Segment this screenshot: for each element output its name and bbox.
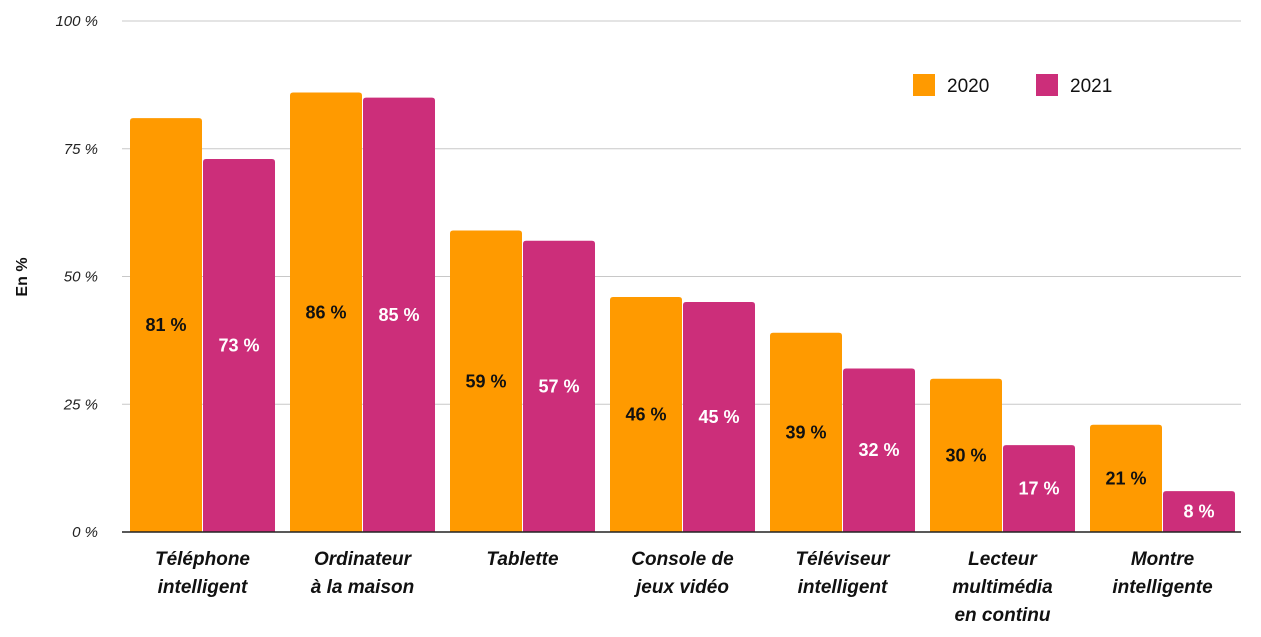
category-label: Console de jeux vidéo bbox=[631, 549, 734, 598]
category-label: Téléviseur intelligent bbox=[796, 549, 892, 598]
y-tick-label: 0 % bbox=[72, 524, 98, 541]
y-axis-ticks: 0 % 25 % 50 % 75 % 100 % bbox=[55, 13, 98, 541]
category-labels: Téléphone intelligent Ordinateur à la maiso… bbox=[155, 549, 1213, 626]
legend: 2020 2021 bbox=[913, 74, 1112, 97]
bar-value-label: 8 % bbox=[1183, 502, 1214, 522]
y-tick-label: 50 % bbox=[64, 269, 98, 286]
legend-label: 2020 bbox=[947, 76, 989, 97]
bar-value-label: 59 % bbox=[465, 371, 506, 391]
legend-swatch bbox=[913, 74, 935, 96]
bars bbox=[130, 92, 1235, 533]
bar-value-label: 45 % bbox=[698, 407, 739, 427]
bar-2020 bbox=[930, 378, 1002, 532]
bar-value-label: 21 % bbox=[1105, 468, 1146, 488]
bar-2021 bbox=[1163, 491, 1235, 532]
legend-swatch bbox=[1036, 74, 1058, 96]
bar-2021 bbox=[523, 240, 595, 533]
bar-value-labels: 81 % 73 % 86 % 85 % 59 % 57 % 46 % 45 % 39 % 32 %… bbox=[145, 302, 1214, 521]
bar-value-label: 32 % bbox=[858, 440, 899, 460]
category-label: Téléphone intelligent bbox=[155, 549, 250, 598]
y-tick-label: 100 % bbox=[55, 13, 98, 30]
bar-2021 bbox=[203, 158, 275, 532]
bar-2021 bbox=[683, 302, 755, 532]
bar-2020 bbox=[1090, 424, 1162, 532]
bar-2020 bbox=[130, 118, 202, 532]
bar-value-label: 46 % bbox=[625, 404, 666, 424]
bar-value-label: 85 % bbox=[378, 305, 419, 325]
category-label: Lecteur multimédia en continu bbox=[952, 549, 1053, 626]
category-label: Montre intelligente bbox=[1112, 549, 1213, 598]
bar-2020 bbox=[290, 92, 362, 532]
bar-value-label: 17 % bbox=[1018, 479, 1059, 499]
bar-value-label: 30 % bbox=[945, 445, 986, 465]
y-axis-label: En % bbox=[14, 257, 31, 296]
y-tick-label: 75 % bbox=[64, 141, 98, 158]
bar-value-label: 86 % bbox=[305, 302, 346, 322]
bar-2020 bbox=[450, 230, 522, 532]
bar-2021 bbox=[363, 97, 435, 533]
category-label: Ordinateur à la maison bbox=[311, 549, 415, 598]
bar-value-label: 73 % bbox=[218, 335, 259, 355]
category-label: Tablette bbox=[486, 549, 559, 570]
bar-2020 bbox=[610, 296, 682, 532]
bar-2021 bbox=[1003, 445, 1075, 532]
y-tick-label: 25 % bbox=[63, 396, 98, 413]
bar-2021 bbox=[843, 368, 915, 532]
bar-value-label: 39 % bbox=[785, 422, 826, 442]
bar-value-label: 57 % bbox=[538, 376, 579, 396]
legend-label: 2021 bbox=[1070, 76, 1112, 97]
bar-2020 bbox=[770, 332, 842, 532]
bar-value-label: 81 % bbox=[145, 315, 186, 335]
